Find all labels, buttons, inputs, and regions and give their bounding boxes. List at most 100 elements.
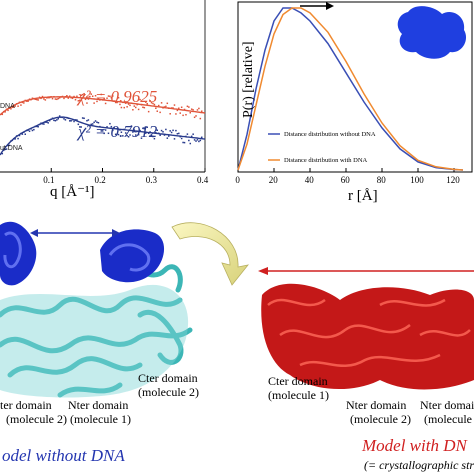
saxs-point-with-dna xyxy=(96,100,98,103)
distance-distribution-plot: 0 20 40 60 80 100 120 P(r) [relative] Distance… xyxy=(235,1,473,204)
saxs-point-with-dna xyxy=(107,95,110,97)
saxs-point-with-dna xyxy=(56,98,58,101)
saxs-point-without-dna xyxy=(112,129,114,132)
saxs-x-tick-label: 0.3 xyxy=(146,175,158,185)
saxs-point-with-dna xyxy=(185,113,187,116)
saxs-point-without-dna xyxy=(153,137,156,140)
saxs-point-without-dna xyxy=(86,119,88,122)
saxs-point-with-dna xyxy=(155,107,157,110)
saxs-point-with-dna xyxy=(43,98,45,100)
saxs-point-with-dna xyxy=(41,95,44,98)
saxs-point-without-dna xyxy=(180,137,183,140)
label-nter-domain-left-sub: (molecule 1) xyxy=(70,412,131,426)
saxs-point-with-dna xyxy=(139,98,141,101)
saxs-point-without-dna xyxy=(56,119,58,121)
saxs-point-with-dna xyxy=(20,104,22,106)
saxs-point-with-dna xyxy=(63,97,65,100)
saxs-point-with-dna xyxy=(4,111,6,113)
saxs-point-with-dna xyxy=(1,113,4,116)
saxs-point-with-dna xyxy=(104,102,107,105)
saxs-point-with-dna xyxy=(169,113,171,115)
saxs-point-without-dna xyxy=(139,129,141,132)
saxs-point-without-dna xyxy=(21,133,24,135)
pr-line-with-dna xyxy=(237,7,464,171)
saxs-point-without-dna xyxy=(145,132,147,134)
saxs-point-with-dna xyxy=(175,113,177,115)
saxs-point-with-dna xyxy=(157,104,160,107)
saxs-point-with-dna xyxy=(201,110,203,112)
saxs-point-with-dna xyxy=(137,108,140,111)
label-nter-domain-right1: Nter domain xyxy=(346,398,406,412)
saxs-point-with-dna xyxy=(86,102,88,104)
saxs-point-without-dna xyxy=(46,121,48,123)
saxs-point-with-dna xyxy=(196,109,199,111)
saxs-point-with-dna xyxy=(114,101,117,104)
saxs-point-without-dna xyxy=(183,141,186,144)
saxs-point-with-dna xyxy=(120,106,123,109)
saxs-point-without-dna xyxy=(199,139,202,142)
saxs-point-with-dna xyxy=(80,94,82,97)
saxs-point-with-dna xyxy=(71,97,74,100)
saxs-point-with-dna xyxy=(176,109,179,112)
saxs-point-without-dna xyxy=(7,144,9,147)
domain-rotation-arrow xyxy=(171,222,249,286)
saxs-point-without-dna xyxy=(53,119,55,122)
saxs-point-without-dna xyxy=(57,117,60,120)
saxs-point-with-dna xyxy=(66,95,68,97)
saxs-point-without-dna xyxy=(152,135,154,138)
saxs-point-without-dna xyxy=(84,127,87,130)
saxs-point-without-dna xyxy=(104,129,107,131)
saxs-point-with-dna xyxy=(182,114,184,117)
protein-structures-illustration: ter domain (molecule 2) Nter domain (mol… xyxy=(0,221,474,472)
saxs-point-without-dna xyxy=(79,126,81,128)
saxs-point-without-dna xyxy=(91,123,94,125)
saxs-point-with-dna xyxy=(57,97,60,100)
saxs-point-without-dna xyxy=(156,129,159,132)
caption-model-with-dna: Model with DN xyxy=(361,436,468,455)
saxs-point-without-dna xyxy=(163,134,166,136)
blue-domain-left xyxy=(0,221,37,286)
chi-square-without-dna: χ² = 0.7912 xyxy=(76,122,158,141)
saxs-point-with-dna xyxy=(112,95,114,97)
saxs-point-without-dna xyxy=(96,121,98,123)
saxs-point-without-dna xyxy=(147,132,150,135)
pr-x-ticks: 0 20 40 60 80 100 120 xyxy=(235,168,460,185)
saxs-point-without-dna xyxy=(93,121,95,124)
saxs-point-without-dna xyxy=(81,117,84,119)
model-without-dna: ter domain (molecule 2) Nter domain (mol… xyxy=(0,221,249,465)
saxs-point-with-dna xyxy=(90,93,93,95)
saxs-point-with-dna xyxy=(34,98,37,101)
saxs-point-without-dna xyxy=(166,137,169,139)
saxs-legend-top: DNA xyxy=(0,103,15,110)
saxs-point-with-dna xyxy=(116,101,118,104)
label-nter-domain-right1-sub: (molecule 2) xyxy=(350,412,411,426)
saxs-point-without-dna xyxy=(83,117,85,120)
saxs-point-with-dna xyxy=(81,93,84,96)
saxs-point-with-dna xyxy=(193,116,196,119)
saxs-point-without-dna xyxy=(193,139,196,141)
saxs-point-with-dna xyxy=(106,97,108,99)
saxs-point-without-dna xyxy=(150,134,153,137)
saxs-point-without-dna xyxy=(114,133,117,136)
saxs-point-with-dna xyxy=(93,102,95,104)
saxs-point-without-dna xyxy=(101,130,104,132)
saxs-point-with-dna xyxy=(73,95,75,98)
saxs-point-with-dna xyxy=(23,102,25,104)
pr-x-tick-label: 40 xyxy=(305,175,315,185)
pr-x-tick-label: 20 xyxy=(269,175,279,185)
saxs-point-with-dna xyxy=(146,102,148,105)
saxs-point-with-dna xyxy=(190,108,193,110)
pr-legend-label-without: Distance distribution without DNA xyxy=(284,131,376,138)
saxs-point-without-dna xyxy=(68,120,71,122)
saxs-point-with-dna xyxy=(7,109,9,112)
saxs-point-without-dna xyxy=(5,148,8,150)
saxs-point-with-dna xyxy=(156,110,159,112)
saxs-point-without-dna xyxy=(186,133,189,135)
saxs-point-without-dna xyxy=(137,133,140,136)
saxs-point-with-dna xyxy=(10,108,12,110)
saxs-point-without-dna xyxy=(107,132,110,135)
saxs-point-with-dna xyxy=(180,106,183,109)
saxs-point-with-dna xyxy=(31,97,34,100)
saxs-point-without-dna xyxy=(106,126,108,128)
saxs-point-without-dna xyxy=(64,119,67,121)
